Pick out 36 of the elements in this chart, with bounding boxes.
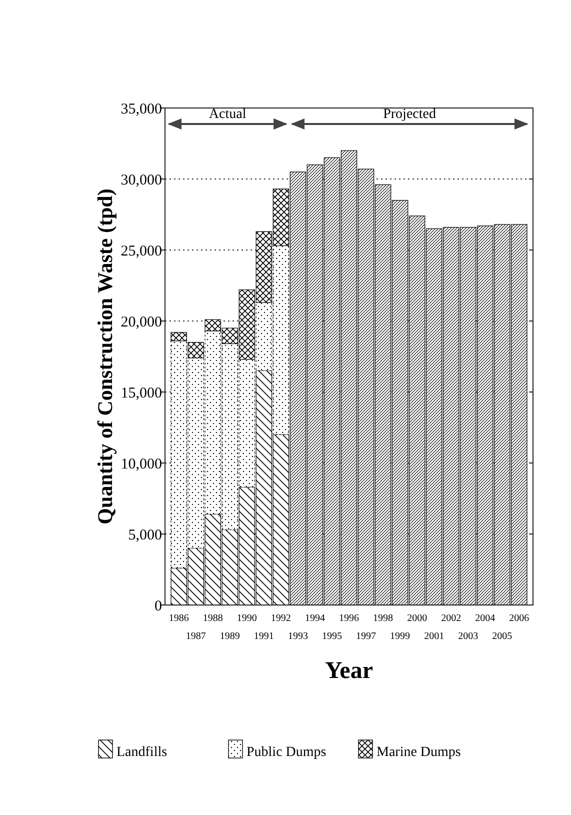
x-axis-title: Year [325, 658, 374, 684]
legend-label: Marine Dumps [376, 745, 461, 760]
x-tick-label: 1996 [339, 613, 359, 624]
y-tick-label: 5,000 [128, 527, 162, 544]
y-axis-title: Quantity of Construction Waste (tpd) [93, 188, 117, 524]
x-tick-label: 2000 [407, 613, 428, 624]
x-tick-label: 1986 [168, 613, 189, 624]
legend-label: Public Dumps [246, 745, 326, 760]
x-tick-label: 1987 [186, 631, 206, 642]
y-tick-label: 15,000 [120, 385, 162, 402]
x-tick-label: 2004 [475, 613, 496, 624]
x-tick-label: 2002 [441, 613, 462, 624]
annotation: Actual [208, 107, 246, 122]
y-tick-label: 35,000 [120, 101, 162, 118]
x-tick-label: 1989 [220, 631, 240, 642]
y-tick-label: 10,000 [120, 456, 162, 472]
x-tick-label: 2005 [492, 631, 512, 642]
x-tick-label: 1988 [202, 613, 223, 624]
x-tick-label: 1990 [236, 613, 257, 624]
y-tick-label: 25,000 [120, 243, 162, 260]
x-tick-label: 1998 [373, 613, 394, 624]
y-tick-label: 20,000 [120, 314, 162, 330]
x-tick-label: 1999 [390, 631, 410, 642]
legend-label: Landfills [116, 745, 168, 760]
x-tick-label: 1991 [254, 631, 274, 642]
x-tick-label: 1995 [322, 631, 342, 642]
x-tick-label: 2006 [509, 613, 530, 624]
annotation: Projected [383, 107, 436, 122]
x-tick-label: 1994 [304, 613, 325, 624]
x-tick-label: 1997 [356, 631, 376, 642]
x-tick-label: 2001 [424, 631, 444, 642]
x-tick-label: 1993 [288, 631, 308, 642]
y-tick-label: 0 [154, 598, 162, 614]
y-tick-label: 30,000 [120, 172, 162, 188]
x-tick-label: 1992 [270, 613, 291, 624]
x-tick-label: 2003 [458, 631, 478, 642]
